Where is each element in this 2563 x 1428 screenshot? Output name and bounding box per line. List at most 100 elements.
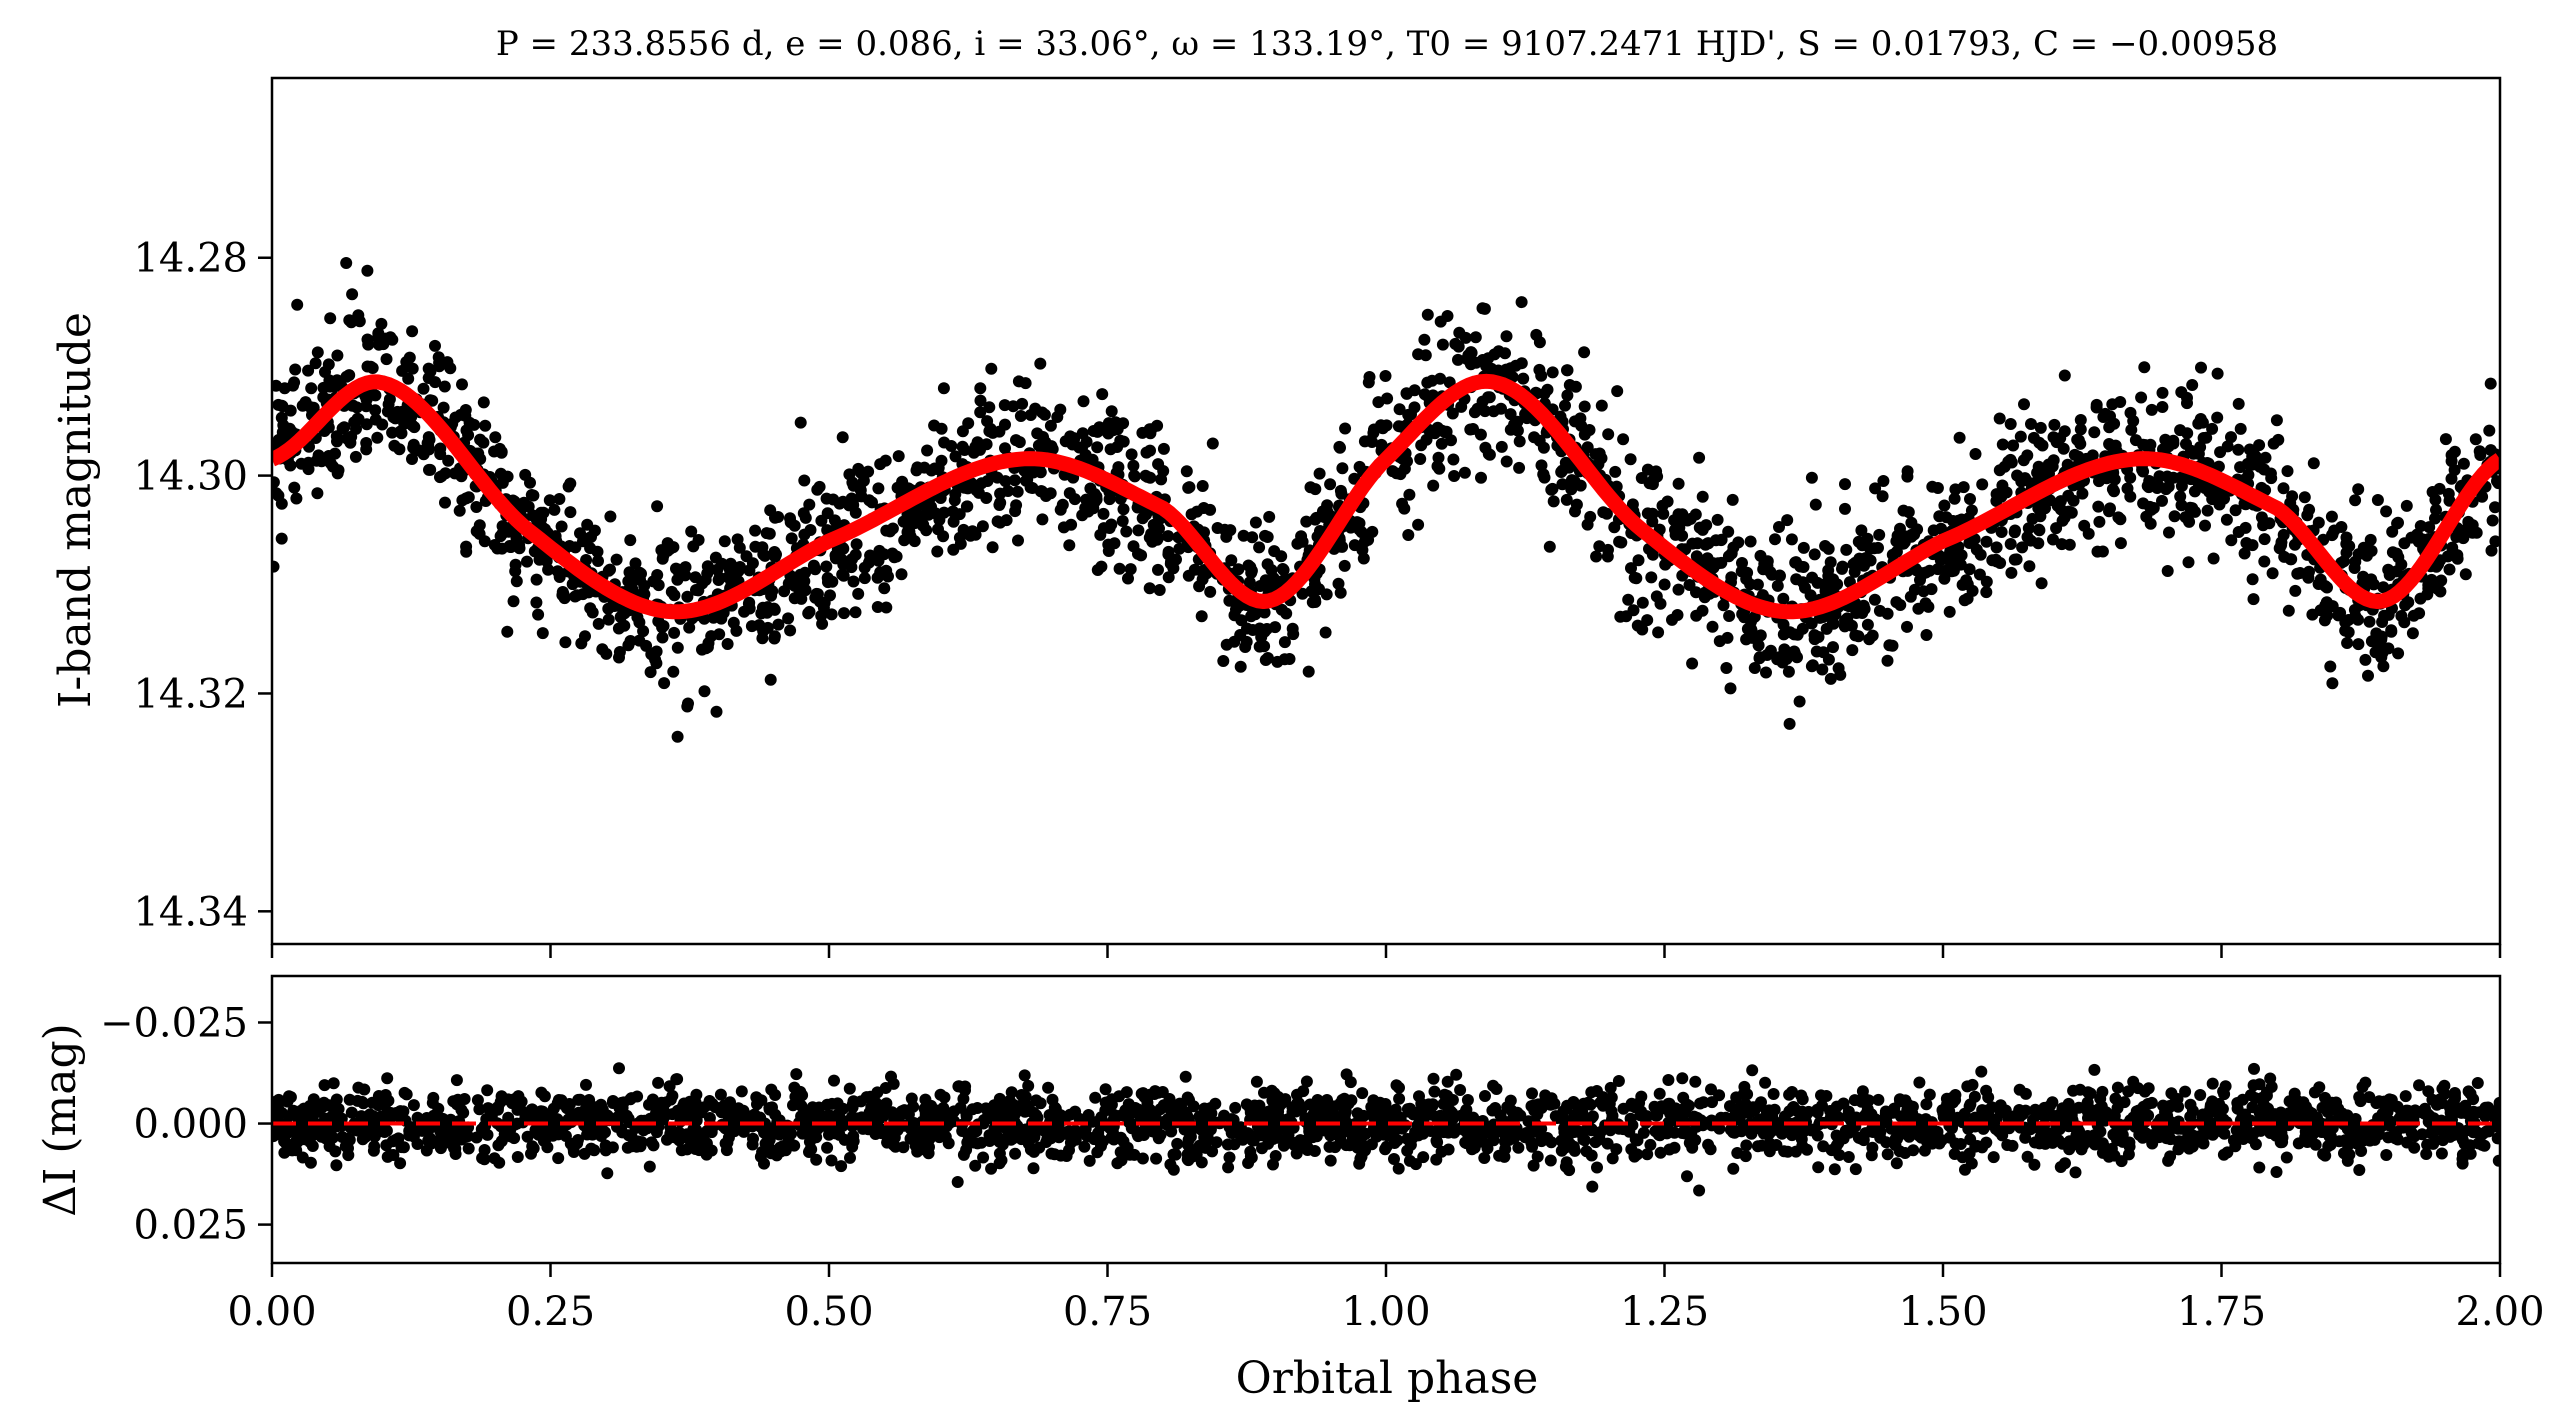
data-point (352, 413, 365, 426)
data-point (667, 665, 680, 678)
data-point (324, 312, 337, 325)
residual-point (847, 1135, 860, 1148)
data-point (772, 618, 785, 631)
data-point (1958, 594, 1971, 607)
data-point (1897, 504, 1910, 517)
data-point (1500, 330, 1513, 343)
data-point (1905, 530, 1918, 543)
data-point (1808, 548, 1821, 561)
data-point (843, 499, 856, 512)
data-point (459, 404, 472, 416)
residual-point (943, 1116, 956, 1129)
data-point (1364, 434, 1377, 447)
residual-point (2219, 1080, 2232, 1093)
data-point (1084, 482, 1097, 495)
data-point (369, 404, 382, 417)
data-point (932, 523, 944, 536)
data-point (2307, 457, 2320, 470)
data-point (1485, 362, 1498, 375)
data-point (1513, 435, 1526, 448)
residual-point (2019, 1131, 2032, 1144)
data-point (1517, 372, 1530, 385)
residual-point (932, 1111, 945, 1124)
data-point (651, 500, 664, 513)
data-point (712, 574, 725, 586)
data-point (2352, 613, 2364, 626)
data-point (329, 447, 341, 460)
residual-point (1580, 1145, 1593, 1158)
residual-point (1637, 1126, 1650, 1139)
data-point (2127, 415, 2140, 427)
residual-point (828, 1074, 840, 1087)
data-point (1045, 440, 1058, 453)
residual-point (2270, 1166, 2283, 1178)
residual-point (2227, 1134, 2240, 1147)
residual-point (871, 1086, 884, 1099)
data-point (1646, 548, 1659, 561)
data-point (2328, 524, 2341, 537)
data-point (1715, 556, 1728, 569)
residual-point (1890, 1157, 1903, 1170)
data-point (2033, 524, 2046, 537)
data-point (361, 264, 374, 277)
data-point (1091, 441, 1104, 454)
data-point (2047, 431, 2060, 444)
data-point (956, 425, 969, 438)
residual-point (825, 1154, 838, 1167)
residual-point (993, 1092, 1006, 1105)
residual-point (488, 1152, 501, 1165)
residual-point (1849, 1163, 1862, 1176)
data-point (1963, 537, 1976, 549)
residual-point (527, 1142, 540, 1155)
data-point (2167, 471, 2180, 484)
data-point (1379, 370, 1392, 382)
data-point (494, 530, 507, 543)
data-point (880, 601, 893, 614)
residual-point (626, 1140, 639, 1153)
data-point (1827, 641, 1839, 654)
data-point (1824, 672, 1837, 685)
data-point (1966, 584, 1979, 597)
residual-point (1544, 1154, 1557, 1167)
data-point (1362, 533, 1375, 546)
data-point (683, 621, 696, 634)
residual-point (1267, 1158, 1279, 1171)
data-point (331, 435, 343, 448)
data-point (2050, 522, 2063, 535)
data-point (1820, 622, 1833, 635)
data-point (998, 399, 1011, 412)
residual-point (512, 1090, 525, 1103)
data-point (1495, 402, 1507, 415)
residual-point (1152, 1086, 1165, 1099)
data-point (1261, 531, 1274, 543)
data-point (2247, 593, 2260, 606)
residual-point (2456, 1157, 2469, 1170)
data-point (1309, 596, 1322, 608)
data-point (2048, 418, 2061, 431)
data-point (586, 606, 599, 619)
data-point (974, 406, 987, 419)
data-point (2225, 534, 2238, 547)
data-point (2008, 526, 2021, 539)
residual-point (1182, 1125, 1195, 1138)
residual-point (2127, 1075, 2140, 1088)
residual-point (1526, 1087, 1538, 1100)
residual-point (1089, 1091, 1102, 1104)
data-point (1269, 621, 1282, 634)
data-point (2090, 398, 2103, 411)
residual-point (860, 1091, 873, 1104)
data-point (956, 440, 969, 453)
data-point (1153, 584, 1166, 596)
data-point (571, 589, 584, 602)
data-point (1696, 490, 1709, 503)
data-point (1736, 557, 1748, 569)
data-point (429, 376, 442, 389)
data-point (1561, 364, 1573, 377)
data-point (2469, 433, 2482, 446)
data-point (1157, 442, 1170, 455)
data-point (1105, 405, 1118, 418)
residual-point (2297, 1096, 2310, 1109)
data-point (843, 556, 856, 569)
residual-point (1860, 1094, 1872, 1107)
